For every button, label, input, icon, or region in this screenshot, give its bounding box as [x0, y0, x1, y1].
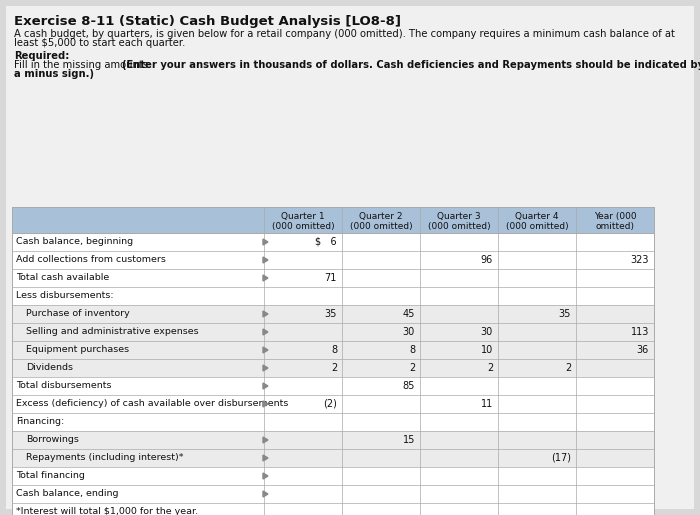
Text: Purchase of inventory: Purchase of inventory: [26, 310, 130, 318]
Text: (000 omitted): (000 omitted): [350, 222, 412, 231]
Text: Cash balance, ending: Cash balance, ending: [16, 489, 118, 499]
Text: 2: 2: [330, 363, 337, 373]
Text: 2: 2: [565, 363, 571, 373]
Text: Year (000: Year (000: [594, 212, 636, 221]
Text: Required:: Required:: [14, 51, 69, 61]
Text: *Interest will total $1,000 for the year.: *Interest will total $1,000 for the year…: [16, 507, 198, 515]
Text: 15: 15: [402, 435, 415, 445]
Polygon shape: [263, 383, 268, 389]
Polygon shape: [263, 311, 268, 317]
Text: 36: 36: [637, 345, 649, 355]
Text: 30: 30: [402, 327, 415, 337]
Text: Equipment purchases: Equipment purchases: [26, 346, 129, 354]
Text: Total financing: Total financing: [16, 472, 85, 480]
Text: 8: 8: [331, 345, 337, 355]
Text: 71: 71: [325, 273, 337, 283]
Text: Quarter 1: Quarter 1: [281, 212, 325, 221]
Polygon shape: [263, 365, 268, 371]
Bar: [12, 341, 654, 359]
Bar: [12, 413, 654, 431]
Text: $   6: $ 6: [316, 237, 337, 247]
Bar: [12, 287, 654, 305]
Text: Exercise 8-11 (Static) Cash Budget Analysis [LO8-8]: Exercise 8-11 (Static) Cash Budget Analy…: [14, 15, 401, 28]
Text: 8: 8: [409, 345, 415, 355]
Bar: [12, 323, 654, 341]
Polygon shape: [263, 347, 268, 353]
Text: Selling and administrative expenses: Selling and administrative expenses: [26, 328, 199, 336]
Text: Repayments (including interest)*: Repayments (including interest)*: [26, 454, 183, 462]
Polygon shape: [263, 401, 268, 407]
Bar: [12, 269, 654, 287]
Text: 113: 113: [631, 327, 649, 337]
Text: 11: 11: [481, 399, 493, 409]
Text: Fill in the missing amounts.: Fill in the missing amounts.: [14, 60, 155, 70]
Bar: [12, 503, 654, 515]
Polygon shape: [263, 491, 268, 497]
Text: 2: 2: [486, 363, 493, 373]
Bar: [12, 467, 654, 485]
Text: (Enter your answers in thousands of dollars. Cash deficiencies and Repayments sh: (Enter your answers in thousands of doll…: [122, 60, 700, 70]
Text: Financing:: Financing:: [16, 418, 64, 426]
Text: Less disbursements:: Less disbursements:: [16, 291, 113, 300]
Bar: [12, 251, 654, 269]
Text: (000 omitted): (000 omitted): [272, 222, 335, 231]
Bar: [12, 207, 654, 515]
Bar: [12, 359, 654, 377]
Text: 35: 35: [559, 309, 571, 319]
Text: 323: 323: [631, 255, 649, 265]
Text: Excess (deficiency) of cash available over disbursements: Excess (deficiency) of cash available ov…: [16, 400, 288, 408]
Text: Add collections from customers: Add collections from customers: [16, 255, 166, 265]
Text: (000 omitted): (000 omitted): [505, 222, 568, 231]
Polygon shape: [263, 275, 268, 281]
Text: Quarter 3: Quarter 3: [438, 212, 481, 221]
Text: a minus sign.): a minus sign.): [14, 69, 94, 79]
Text: (000 omitted): (000 omitted): [428, 222, 490, 231]
Text: Total cash available: Total cash available: [16, 273, 109, 283]
Bar: [12, 431, 654, 449]
Text: 96: 96: [481, 255, 493, 265]
Text: (2): (2): [323, 399, 337, 409]
Text: omitted): omitted): [596, 222, 634, 231]
Polygon shape: [263, 329, 268, 335]
Text: Quarter 4: Quarter 4: [515, 212, 559, 221]
Text: Quarter 2: Quarter 2: [359, 212, 402, 221]
Bar: [12, 395, 654, 413]
Text: (17): (17): [551, 453, 571, 463]
Text: Borrowings: Borrowings: [26, 436, 79, 444]
Text: least $5,000 to start each quarter.: least $5,000 to start each quarter.: [14, 38, 186, 48]
Text: A cash budget, by quarters, is given below for a retail company (000 omitted). T: A cash budget, by quarters, is given bel…: [14, 29, 675, 39]
Text: 45: 45: [402, 309, 415, 319]
Polygon shape: [263, 455, 268, 461]
Text: 30: 30: [481, 327, 493, 337]
Bar: [12, 485, 654, 503]
Text: Cash balance, beginning: Cash balance, beginning: [16, 237, 133, 247]
Bar: [12, 233, 654, 251]
Text: 35: 35: [325, 309, 337, 319]
Bar: [12, 207, 654, 233]
Polygon shape: [263, 239, 268, 245]
Bar: [12, 305, 654, 323]
Polygon shape: [263, 437, 268, 443]
Text: Total disbursements: Total disbursements: [16, 382, 111, 390]
Polygon shape: [263, 473, 268, 479]
Text: Dividends: Dividends: [26, 364, 73, 372]
Polygon shape: [263, 257, 268, 263]
Bar: [12, 449, 654, 467]
Bar: [12, 377, 654, 395]
Text: 10: 10: [481, 345, 493, 355]
Text: 85: 85: [402, 381, 415, 391]
Text: 2: 2: [409, 363, 415, 373]
